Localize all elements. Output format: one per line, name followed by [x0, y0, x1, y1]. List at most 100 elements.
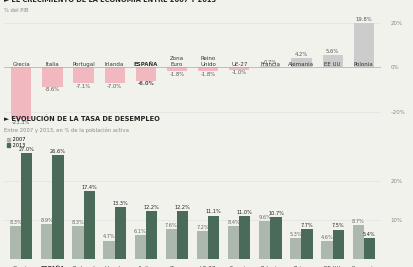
Text: -23.3%: -23.3% [12, 120, 30, 125]
Bar [11, 67, 31, 119]
Text: 8.3%: 8.3% [71, 220, 84, 225]
Text: 8.7%: 8.7% [351, 219, 363, 224]
Text: Francia: Francia [260, 61, 280, 66]
Text: 27.0%: 27.0% [19, 147, 35, 152]
Bar [270, 217, 281, 259]
Text: 4.7%: 4.7% [102, 234, 115, 239]
Bar [228, 226, 239, 259]
Text: 9.6%: 9.6% [258, 215, 271, 220]
Bar [21, 153, 32, 259]
Text: UE-27: UE-27 [199, 266, 216, 267]
Bar [42, 67, 62, 87]
Bar [176, 211, 188, 259]
Bar [290, 238, 301, 259]
Text: UE-27: UE-27 [230, 61, 247, 66]
Bar [134, 235, 145, 259]
Bar [260, 66, 280, 67]
Bar [10, 226, 21, 259]
Text: Zona
Euro: Zona Euro [169, 266, 183, 267]
Text: ESPAÑA: ESPAÑA [133, 61, 158, 66]
Text: 7.2%: 7.2% [196, 225, 208, 230]
Bar [73, 67, 93, 83]
Bar [166, 67, 187, 72]
Text: ESPAÑA: ESPAÑA [40, 266, 64, 267]
Text: Entre 2007 y 2013, en % de la población activa: Entre 2007 y 2013, en % de la población … [4, 127, 129, 133]
Text: Zona
Euro: Zona Euro [169, 56, 183, 66]
Text: ► EL CRECIMIENTO DE LA ECONOMÍA ENTRE 2007 Y 2013: ► EL CRECIMIENTO DE LA ECONOMÍA ENTRE 20… [4, 0, 216, 3]
Text: 5.3%: 5.3% [289, 232, 301, 237]
Text: Reino
Unido: Reino Unido [293, 266, 309, 267]
Text: 12.2%: 12.2% [174, 205, 190, 210]
Text: 8.4%: 8.4% [227, 220, 240, 225]
Text: Portugal: Portugal [72, 266, 95, 267]
Text: 11.0%: 11.0% [236, 210, 252, 215]
Bar [197, 67, 218, 72]
Text: Portugal: Portugal [72, 61, 95, 66]
Text: Alemania: Alemania [350, 266, 376, 267]
Bar [104, 67, 124, 83]
Bar [52, 155, 64, 259]
Text: Italia: Italia [45, 61, 59, 66]
Bar [259, 221, 270, 259]
Text: -1.0%: -1.0% [231, 70, 246, 75]
Text: 6.1%: 6.1% [133, 229, 146, 234]
Text: 4.2%: 4.2% [294, 52, 307, 57]
Text: 7.6%: 7.6% [164, 223, 177, 228]
Text: EE UU: EE UU [324, 266, 340, 267]
Text: Polonia: Polonia [353, 61, 373, 66]
Text: EE UU: EE UU [324, 61, 340, 66]
Bar [208, 215, 219, 259]
Bar [41, 224, 52, 259]
Bar [352, 225, 363, 259]
Text: -1.8%: -1.8% [169, 72, 184, 77]
Text: ► EVOLUCIÓN DE LA TASA DE DESEMPLEO: ► EVOLUCIÓN DE LA TASA DE DESEMPLEO [4, 116, 160, 122]
Text: Reino
Unido: Reino Unido [199, 56, 216, 66]
Bar [320, 241, 332, 259]
Text: -7.1%: -7.1% [76, 84, 91, 89]
Text: Irlanda: Irlanda [105, 266, 124, 267]
Text: 8.9%: 8.9% [40, 218, 53, 223]
Text: -8.6%: -8.6% [45, 87, 60, 92]
Bar [135, 67, 156, 81]
Text: Grecia: Grecia [12, 266, 30, 267]
Text: % del PIB: % del PIB [4, 8, 28, 13]
Text: 5.6%: 5.6% [325, 49, 338, 54]
Text: 13.3%: 13.3% [112, 201, 128, 206]
Text: 26.6%: 26.6% [50, 149, 66, 154]
Text: 11.1%: 11.1% [205, 209, 221, 214]
Bar [165, 229, 176, 259]
Text: -1.8%: -1.8% [200, 72, 215, 77]
Bar [322, 55, 342, 67]
Bar [103, 241, 114, 259]
Text: 0.7%: 0.7% [263, 60, 276, 65]
Text: -6.0%: -6.0% [137, 81, 154, 87]
Legend:  2007,  2013: 2007, 2013 [7, 137, 26, 148]
Bar [114, 207, 126, 259]
Bar [228, 67, 249, 70]
Bar [353, 23, 373, 67]
Text: 4.6%: 4.6% [320, 235, 332, 240]
Bar [145, 211, 157, 259]
Bar [291, 58, 311, 67]
Text: 12.2%: 12.2% [143, 205, 159, 210]
Text: Alemania: Alemania [288, 61, 314, 66]
Bar [332, 230, 343, 259]
Text: Irlanda: Irlanda [105, 61, 124, 66]
Text: 7.5%: 7.5% [331, 223, 344, 229]
Text: -7.0%: -7.0% [107, 84, 122, 89]
Bar [83, 191, 95, 259]
Text: Grecia: Grecia [12, 61, 30, 66]
Text: 8.3%: 8.3% [9, 220, 22, 225]
Text: Italia: Italia [139, 266, 152, 267]
Text: 19.8%: 19.8% [355, 18, 371, 22]
Text: 7.7%: 7.7% [300, 223, 313, 228]
Text: Francia: Francia [229, 266, 249, 267]
Bar [197, 231, 208, 259]
Text: 5.4%: 5.4% [362, 232, 375, 237]
Bar [239, 216, 250, 259]
Text: 10.7%: 10.7% [267, 211, 283, 216]
Bar [363, 238, 374, 259]
Text: Polonia: Polonia [260, 266, 280, 267]
Text: 17.4%: 17.4% [81, 185, 97, 190]
Bar [301, 229, 312, 259]
